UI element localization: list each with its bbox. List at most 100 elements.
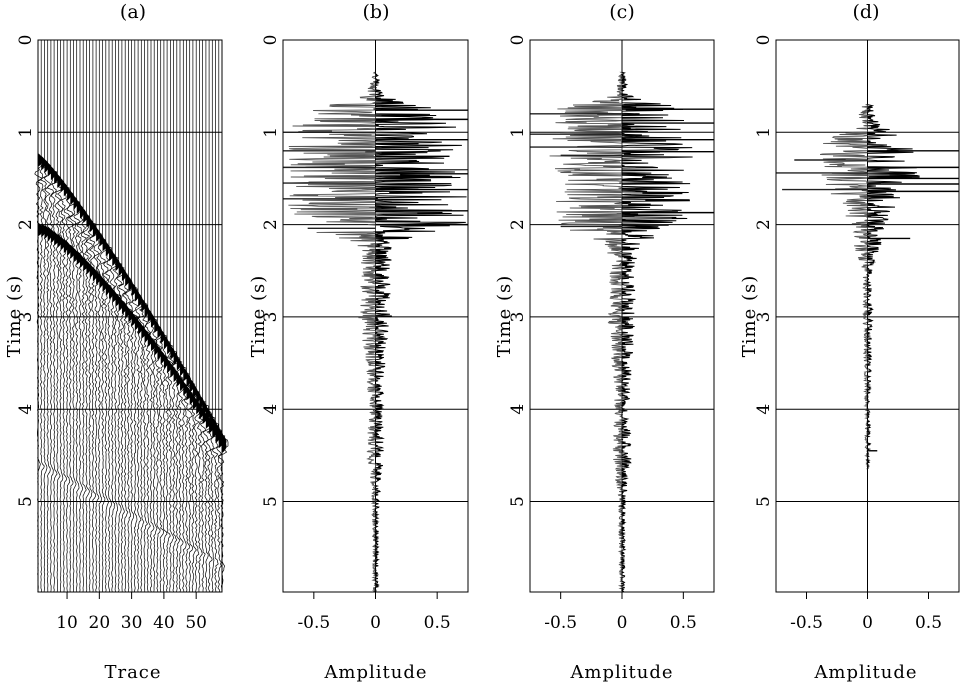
panel-a-trace-15 (80, 40, 90, 593)
panel-a-frame (37, 39, 223, 593)
panel-a-trace-56 (211, 40, 222, 593)
panel-a-trace-38 (155, 40, 164, 593)
panel-b-xlabel: Amplitude (323, 662, 427, 683)
panel-a-trace-54 (205, 40, 216, 593)
panel-c-ytick-0: 0 (508, 35, 528, 46)
panel-c-trace-positive (620, 71, 693, 593)
panel-a-xtick-2: 30 (121, 613, 143, 633)
panel-a-trace-45 (177, 40, 187, 593)
panel-a-trace-20 (96, 40, 106, 593)
panel-c-trace: (c) Amplitude Time (s) 0 1 2 3 4 5 -0.5 0 0.5 (494, 1, 715, 683)
panel-d-ytick-0: 0 (754, 35, 774, 46)
panel-b-ytick-0: 0 (261, 35, 281, 46)
panel-c-ytick-4: 4 (508, 404, 528, 415)
panel-d-trace: (d) Amplitude Time (s) 0 1 2 3 4 5 -0.5 0 0.5 (739, 1, 960, 683)
panel-c-ytick-1: 1 (508, 127, 528, 138)
panel-d-ytick-4: 4 (754, 404, 774, 415)
panel-a-trace-53 (202, 40, 213, 593)
panel-a-xlabel: Trace (104, 662, 161, 683)
panel-a-wiggle-gather: (a) Trace Time (s) 0 1 2 3 4 5 10 20 30 40 50 (4, 1, 229, 683)
panel-b-xtick-2: 0.5 (424, 613, 451, 633)
panel-a-xtick-4: 50 (185, 613, 207, 633)
panel-d-xtick-0: -0.5 (790, 613, 823, 633)
panel-d-trace-negative (820, 104, 870, 470)
panel-a-title: (a) (120, 1, 146, 23)
panel-a-trace-3 (40, 40, 51, 593)
panel-c-ytick-3: 3 (508, 312, 528, 323)
panel-a-trace-52 (199, 40, 209, 592)
panel-a-ytick-0: 0 (16, 35, 36, 46)
panel-a-xtick-0: 10 (56, 613, 78, 633)
panel-b-ytick-1: 1 (261, 127, 281, 138)
panel-b-trace-positive (373, 72, 468, 593)
panel-a-trace-47 (183, 40, 193, 593)
panel-a-trace-19 (93, 40, 102, 593)
panel-a-trace-12 (69, 40, 80, 593)
panel-a-trace-23 (105, 40, 116, 593)
panel-b-xtick-1: 0 (370, 613, 381, 633)
panel-a-xtick-1: 20 (89, 613, 111, 633)
panel-d-ytick-5: 5 (754, 496, 774, 507)
panel-a-trace-14 (76, 40, 86, 593)
panel-a-xtick-3: 40 (153, 613, 175, 633)
panel-a-trace-18 (88, 40, 99, 593)
panel-d-ytick-3: 3 (754, 312, 774, 323)
panel-d-trace-positive (865, 103, 920, 470)
panel-a-trace-16 (82, 40, 92, 593)
panel-d-ytick-2: 2 (754, 219, 774, 230)
panel-a-trace-17 (86, 40, 96, 593)
panel-a-trace-44 (174, 40, 184, 593)
panel-a-trace-27 (118, 40, 128, 593)
panel-a-trace-55 (209, 40, 219, 593)
panel-d-ylabel: Time (s) (739, 275, 760, 358)
panel-a-trace-9 (60, 40, 70, 593)
panel-c-xtick-2: 0.5 (670, 613, 697, 633)
panel-c-ytick-5: 5 (508, 496, 528, 507)
panel-a-ytick-4: 4 (16, 404, 36, 415)
panel-a-trace-4 (43, 40, 55, 592)
panel-a-trace-32 (135, 40, 145, 593)
panel-b-ytick-3: 3 (261, 312, 281, 323)
panel-a-trace-5 (46, 40, 58, 593)
panel-a-trace-11 (66, 40, 76, 593)
panel-a-trace-40 (162, 40, 171, 593)
panel-b-ytick-5: 5 (261, 496, 281, 507)
panel-c-title: (c) (609, 1, 634, 23)
panel-a-trace-51 (196, 40, 207, 593)
panel-a-trace-50 (193, 40, 203, 593)
panel-a-trace-43 (169, 40, 180, 593)
panel-b-ylabel: Time (s) (248, 275, 269, 358)
panel-c-xlabel: Amplitude (569, 662, 673, 683)
panel-d-xlabel: Amplitude (813, 662, 917, 683)
panel-a-trace-24 (109, 40, 119, 593)
panel-a-trace-6 (50, 40, 61, 593)
panel-a-trace-41 (164, 40, 174, 593)
panel-c-trace-negative (549, 71, 624, 593)
panel-a-ytick-5: 5 (16, 496, 36, 507)
panel-a-trace-39 (158, 40, 168, 593)
panel-c-ylabel: Time (s) (494, 275, 515, 358)
panel-b-ytick-4: 4 (261, 404, 281, 415)
panel-a-trace-33 (137, 40, 148, 593)
panel-a-ytick-1: 1 (16, 127, 36, 138)
panel-d-ytick-1: 1 (754, 127, 774, 138)
panel-a-trace-31 (131, 40, 142, 593)
panel-d-xtick-1: 0 (862, 613, 873, 633)
panel-a-trace-57 (216, 40, 226, 593)
panel-a-trace-58 (218, 40, 229, 593)
panel-a-trace-7 (54, 40, 63, 593)
panel-a-trace-22 (102, 40, 113, 593)
panel-a-lobe-58-1 (222, 439, 227, 454)
panel-a-trace-25 (112, 40, 123, 593)
panel-a-ytick-3: 3 (16, 312, 36, 323)
panel-b-title: (b) (363, 1, 390, 23)
panel-a-trace-26 (115, 40, 126, 593)
panel-d-title: (d) (853, 1, 880, 23)
panel-a-ytick-2: 2 (16, 219, 36, 230)
panel-a-trace-37 (152, 40, 161, 593)
panel-a-trace-42 (167, 40, 177, 593)
panel-a-trace-46 (180, 40, 190, 593)
panel-a-ylabel: Time (s) (4, 275, 25, 358)
panel-a-traces (34, 40, 229, 593)
